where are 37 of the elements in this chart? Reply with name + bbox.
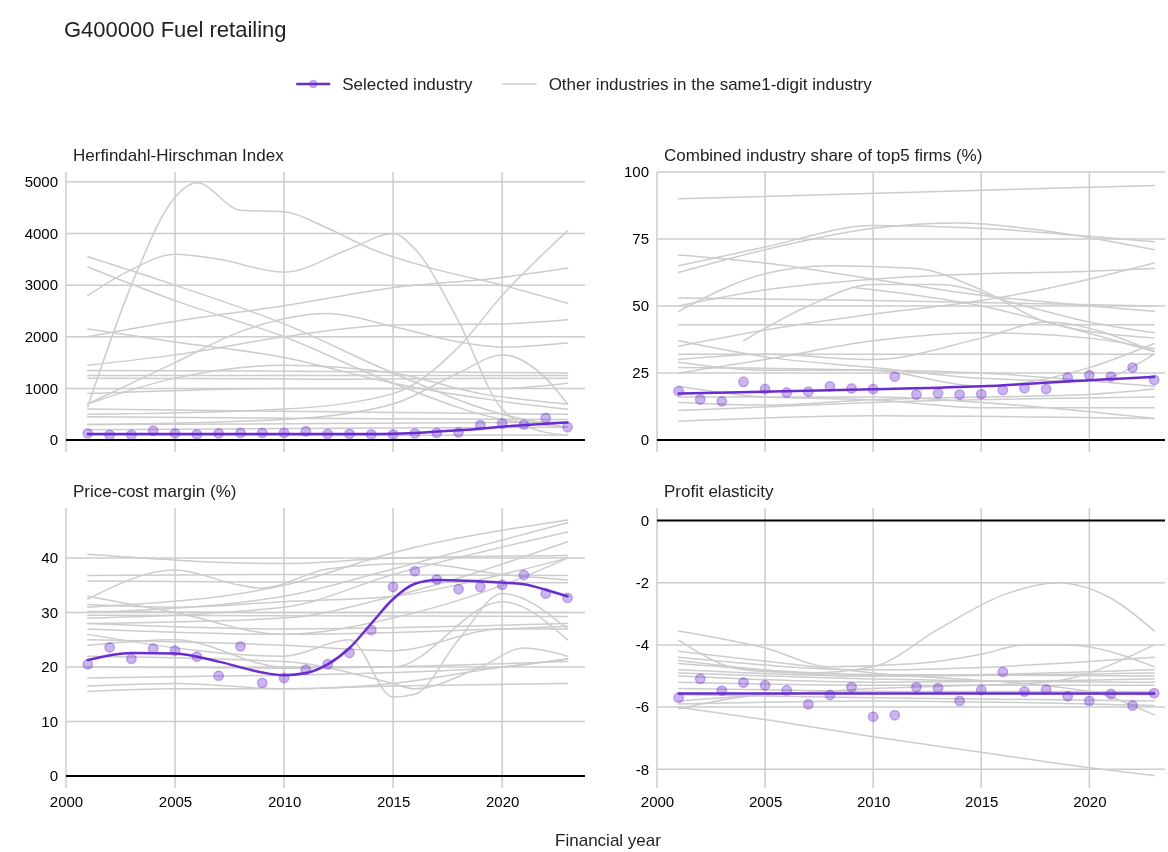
y-tick-label: -8 [635,760,649,778]
y-tick-label: 75 [632,230,649,248]
chart-title: Herfindahl-Hirschman Index [73,146,285,165]
y-tick-label: -2 [635,573,649,591]
x-axis-title: Financial year [555,831,662,850]
x-tick-label: 2015 [965,792,999,810]
y-tick-label: 50 [632,297,649,315]
x-tick-label: 2010 [856,792,891,810]
chart-title: Price-cost margin (%) [73,482,237,501]
y-tick-label: 0 [640,511,649,529]
y-tick-label: 0 [49,767,58,785]
x-tick-label: 2005 [158,792,193,810]
y-tick-label: -6 [635,698,649,716]
legend-label: Other industries in the same1-digit industry [548,75,873,94]
x-tick-label: 2015 [376,792,411,810]
x-tick-label: 2020 [485,792,520,810]
y-tick-label: 3000 [24,276,58,294]
chart-title: Combined industry share of top5 firms (%) [664,146,983,165]
y-tick-label: 25 [632,364,649,382]
y-tick-label: 30 [41,603,58,621]
y-tick-label: 0 [49,431,58,449]
y-tick-label: 2000 [24,328,58,346]
legend-label: Selected industry [342,75,474,94]
x-tick-label: 2010 [267,792,302,810]
y-tick-label: 40 [41,549,58,567]
y-tick-label: -4 [635,636,649,654]
y-tick-label: 0 [640,431,649,449]
y-tick-label: 5000 [24,173,58,191]
x-tick-label: 2020 [1073,792,1107,810]
y-tick-label: 20 [41,658,58,676]
text: G400000 Fuel retailing [64,17,287,42]
chart-title: Profit elasticity [664,482,775,501]
y-tick-label: 4000 [24,224,58,242]
y-tick-label: 100 [623,163,649,181]
y-tick-label: 10 [41,712,58,730]
y-tick-label: 1000 [24,379,58,397]
x-tick-label: 2005 [748,792,783,810]
